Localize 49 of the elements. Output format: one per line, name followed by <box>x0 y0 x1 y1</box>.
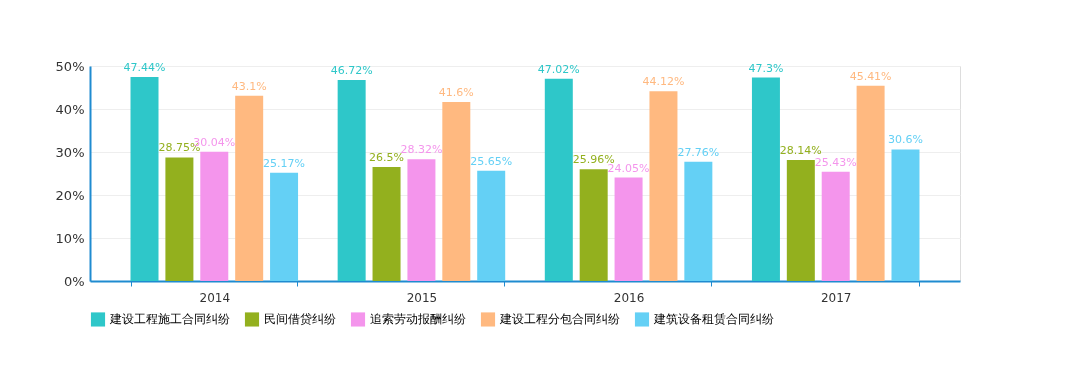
data-label: 46.72% <box>330 64 373 78</box>
legend-label: 民间借贷纠纷 <box>264 312 336 327</box>
data-label: 45.41% <box>849 69 892 83</box>
x-tick-label: 2014 <box>199 290 231 305</box>
data-label: 47.44% <box>123 61 166 75</box>
bar <box>337 80 366 281</box>
data-label: 27.76% <box>677 145 720 159</box>
data-label: 44.12% <box>642 75 685 89</box>
data-label: 28.14% <box>779 144 822 157</box>
bar <box>165 157 194 281</box>
legend-label: 建设工程分包合同纠纷 <box>499 312 620 327</box>
bar <box>649 91 678 281</box>
bar <box>270 172 299 281</box>
bar <box>407 159 436 281</box>
data-label: 43.1% <box>231 79 267 93</box>
bar <box>544 78 573 281</box>
legend-label: 追索劳动报酬纠纷 <box>370 312 466 327</box>
data-label: 47.3% <box>748 61 784 75</box>
data-label: 41.6% <box>438 86 474 100</box>
bar <box>477 170 506 281</box>
y-tick-label: 40% <box>55 101 85 117</box>
bar <box>235 95 264 281</box>
bar <box>372 167 401 281</box>
legend-label: 建设工程施工合同纠纷 <box>109 312 230 327</box>
bar <box>614 177 643 281</box>
data-label: 25.43% <box>814 155 857 169</box>
legend-label: 建筑设备租赁合同纠纷 <box>653 312 774 327</box>
x-tick-label: 2016 <box>613 290 645 305</box>
bar <box>442 102 471 281</box>
bar <box>856 85 885 281</box>
data-label: 47.02% <box>537 62 580 76</box>
bar <box>786 160 815 281</box>
y-tick-label: 30% <box>55 144 85 160</box>
y-tick-label: 10% <box>55 230 85 246</box>
y-tick-label: 0% <box>63 273 85 289</box>
bar <box>579 169 608 281</box>
bar <box>751 77 780 281</box>
bar <box>821 171 850 281</box>
x-tick-label: 2015 <box>406 290 438 305</box>
bar <box>130 77 159 281</box>
y-tick-label: 20% <box>55 187 85 203</box>
data-label: 25.17% <box>263 156 306 170</box>
bar <box>891 149 920 281</box>
data-label: 30.6% <box>888 133 923 147</box>
y-tick-label: 50% <box>55 58 85 74</box>
bar <box>684 161 713 281</box>
bar <box>200 151 229 281</box>
data-label: 25.65% <box>470 154 513 168</box>
x-tick-label: 2017 <box>820 290 852 305</box>
